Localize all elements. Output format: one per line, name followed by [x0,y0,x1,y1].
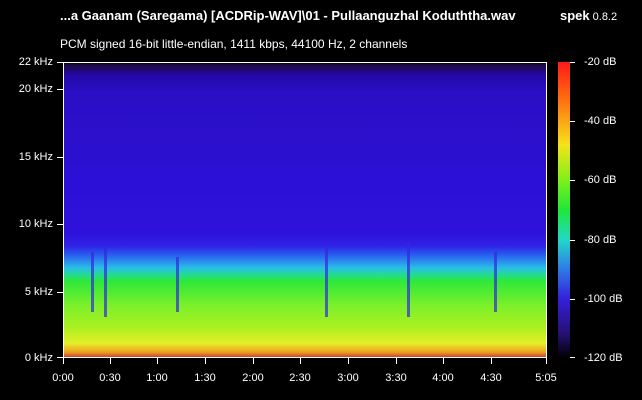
time-tick [546,358,547,364]
freq-label-22khz: 22 kHz [18,56,53,68]
time-tick [443,358,444,364]
db-label-minus-40: -40 dB [584,115,617,127]
time-label-3-00: 3:00 [337,372,359,384]
db-label-minus-100: -100 dB [584,293,623,305]
spectral-streak [494,252,497,312]
spectral-streak [325,247,328,317]
freq-tick [57,224,63,225]
time-label-0-30: 0:30 [99,372,121,384]
audio-info: PCM signed 16-bit little-endian, 1411 kb… [60,37,408,51]
app-version: 0.8.2 [592,11,618,23]
spectral-streak [176,257,179,312]
spectral-streak [91,252,94,312]
freq-tick [57,62,63,63]
time-label-2-30: 2:30 [289,372,311,384]
db-label-minus-60: -60 dB [584,174,617,186]
file-title: ...a Gaanam (Saregama) [ACDRip-WAV]\01 -… [60,8,516,23]
time-label-2-00: 2:00 [242,372,264,384]
time-label-0-00: 0:00 [52,372,74,384]
spectrogram-frame [63,62,547,358]
db-tick [570,240,575,241]
freq-label-5khz: 5 kHz [24,286,53,298]
time-label-1-30: 1:30 [194,372,216,384]
db-tick [570,299,575,300]
time-tick [348,358,349,364]
time-label-4-00: 4:00 [432,372,454,384]
time-tick [63,358,64,364]
spectral-streak [407,242,410,317]
freq-label-20khz: 20 kHz [18,83,53,95]
freq-tick [57,89,63,90]
freq-label-15khz: 15 kHz [18,151,53,163]
db-tick [570,121,575,122]
time-tick [300,358,301,364]
freq-label-0khz: 0 kHz [24,352,53,364]
time-label-4-30: 4:30 [480,372,502,384]
time-tick [157,358,158,364]
time-tick [253,358,254,364]
time-tick [491,358,492,364]
time-label-3-30: 3:30 [385,372,407,384]
app-name: spek 0.8.2 [560,8,617,23]
time-tick [110,358,111,364]
db-label-minus-80: -80 dB [584,234,617,246]
time-label-1-00: 1:00 [146,372,168,384]
db-tick [570,357,575,358]
time-tick [396,358,397,364]
freq-label-10khz: 10 kHz [18,218,53,230]
freq-tick [57,292,63,293]
db-color-scale [558,62,570,358]
db-tick [570,180,575,181]
freq-tick [57,157,63,158]
db-label-minus-120: -120 dB [584,352,623,364]
freq-tick [57,357,63,358]
spectral-streak [104,247,107,317]
db-tick [570,62,575,63]
db-label-minus-20: -20 dB [584,56,617,68]
time-tick [205,358,206,364]
spectrogram-plot [63,62,547,358]
app-name-label: spek [560,8,590,23]
time-label-5-05: 5:05 [535,372,557,384]
